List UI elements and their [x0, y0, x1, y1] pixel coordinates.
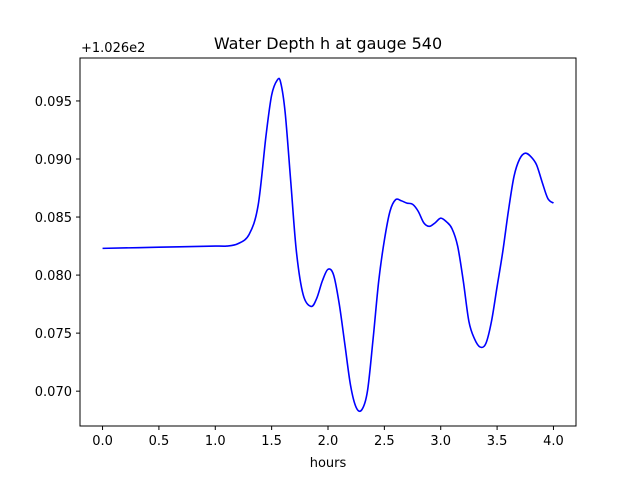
y-tick-label: 0.085	[35, 211, 72, 226]
x-axis-label: hours	[310, 456, 347, 471]
x-tick-label: 4.0	[543, 434, 564, 449]
chart-title: Water Depth h at gauge 540	[214, 34, 442, 53]
x-tick-label: 2.0	[318, 434, 339, 449]
y-tick-label: 0.090	[35, 153, 72, 168]
y-tick-label: 0.095	[35, 95, 72, 110]
x-tick-label: 0.5	[149, 434, 170, 449]
x-tick-label: 1.5	[261, 434, 282, 449]
x-tick-label: 3.0	[430, 434, 451, 449]
x-tick-label: 3.5	[487, 434, 508, 449]
y-tick-label: 0.080	[35, 269, 72, 284]
series-line-0	[102, 77, 554, 413]
x-tick-label: 2.5	[374, 434, 395, 449]
plot-area: 0.0 0.5 1.0 1.5 2.0 2.5 3.0 3.5 4.0 0.070 0.075 0.0…	[35, 57, 577, 449]
x-tick-label: 1.0	[205, 434, 226, 449]
y-offset-label: +1.026e2	[81, 41, 145, 56]
y-tick-label: 0.075	[35, 327, 72, 342]
y-tick-label: 0.070	[35, 385, 72, 400]
x-tick-label: 0.0	[92, 434, 113, 449]
